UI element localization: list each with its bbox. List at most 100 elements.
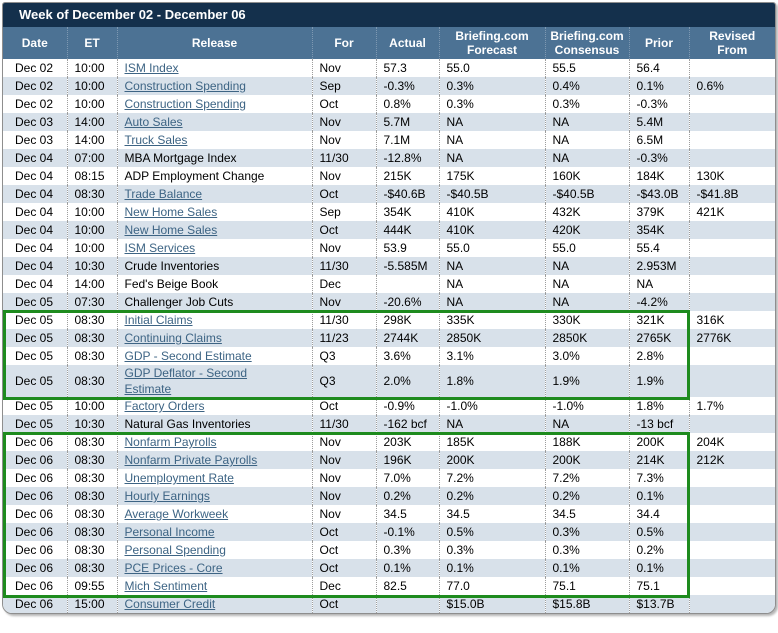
release-link[interactable]: Auto Sales (124, 115, 183, 129)
cell-release: Average Workweek (116, 505, 312, 523)
cell-date: Dec 06 (15, 542, 54, 557)
cell-actual: -12.8% (375, 149, 439, 167)
release-link[interactable]: Truck Sales (124, 133, 188, 147)
cell-forecast: 0.1% (438, 559, 545, 577)
release-link[interactable]: Factory Orders (124, 399, 205, 413)
column-header-4: Actual (375, 27, 439, 59)
calendar-grid: Date ET Release For Actual Briefing.com Forec… (3, 27, 775, 613)
cell-revised: 421K (688, 203, 775, 221)
column-header-5: Briefing.com Forecast (438, 27, 545, 59)
cell-actual: 215K (375, 167, 439, 185)
table-row: Dec 06 09:55 Mich Sentiment Dec 82.5 77.0 75.1… (3, 577, 775, 595)
release-link[interactable]: ISM Index (124, 61, 179, 75)
cell-et: 10:30 (66, 257, 117, 275)
table-row: Dec 06 08:30 PCE Prices - Core Oct 0.1% 0.1% 0… (3, 559, 775, 577)
cell-revised: 2776K (688, 329, 775, 347)
release-link[interactable]: Nonfarm Private Payrolls (124, 453, 258, 467)
cell-revised (688, 131, 775, 149)
cell-consensus: NA (544, 131, 629, 149)
cell-actual: -0.1% (375, 523, 439, 541)
release-link[interactable]: Personal Income (124, 525, 215, 539)
table-row: Dec 02 10:00 Construction Spending Sep -0.3%… (3, 77, 775, 95)
cell-consensus: NA (544, 293, 629, 311)
cell-for: Q3 (311, 347, 376, 365)
cell-consensus: $15.8B (544, 595, 629, 613)
cell-for: 11/30 (311, 149, 376, 167)
cell-prior: 1.9% (628, 365, 689, 397)
cell-for: Oct (311, 95, 376, 113)
cell-et: 08:30 (66, 311, 117, 329)
cell-actual: 298K (375, 311, 439, 329)
release-link[interactable]: Average Workweek (124, 507, 229, 521)
cell-for: Oct (311, 397, 376, 415)
cell-forecast: 7.2% (438, 469, 545, 487)
cell-prior: 2765K (628, 329, 689, 347)
release-link[interactable]: Mich Sentiment (124, 579, 208, 593)
release-link[interactable]: Trade Balance (124, 187, 203, 201)
cell-actual: 53.9 (375, 239, 439, 257)
cell-actual: 7.1M (375, 131, 439, 149)
cell-date: Dec 03 (15, 132, 54, 147)
release-link[interactable]: Continuing Claims (124, 331, 222, 345)
cell-forecast: 410K (438, 221, 545, 239)
cell-date: Dec 05 (15, 330, 54, 345)
release-link[interactable]: Initial Claims (124, 313, 193, 327)
cell-consensus: 0.4% (544, 77, 629, 95)
cell-forecast: NA (438, 131, 545, 149)
cell-et: 08:30 (66, 541, 117, 559)
release-link[interactable]: Nonfarm Payrolls (124, 435, 217, 449)
cell-consensus: 432K (544, 203, 629, 221)
cell-actual: 2744K (375, 329, 439, 347)
cell-consensus: 420K (544, 221, 629, 239)
cell-actual: 0.2% (375, 487, 439, 505)
release-link[interactable]: New Home Sales (124, 205, 218, 219)
release-link[interactable]: PCE Prices - Core (124, 561, 223, 575)
release-link[interactable]: Hourly Earnings (124, 489, 210, 503)
cell-forecast: NA (438, 275, 545, 293)
cell-actual: 203K (375, 433, 439, 451)
cell-date: Dec 06 (15, 488, 54, 503)
cell-et: 08:30 (66, 185, 117, 203)
cell-forecast: -1.0% (438, 397, 545, 415)
cell-et: 08:30 (66, 433, 117, 451)
release-link[interactable]: New Home Sales (124, 223, 218, 237)
table-row: Dec 05 10:00 Factory Orders Oct -0.9% -1.0% -1… (3, 397, 775, 415)
release-link[interactable]: GDP Deflator - Second Estimate (124, 366, 248, 396)
release-name: ADP Employment Change (124, 168, 265, 183)
column-header-8: Revised From (688, 27, 775, 59)
release-link[interactable]: Personal Spending (124, 543, 226, 557)
release-name: Challenger Job Cuts (124, 294, 234, 309)
release-link[interactable]: ISM Services (124, 241, 196, 255)
table-row: Dec 05 08:30 GDP Deflator - Second Estimat… (3, 365, 775, 397)
cell-release: Crude Inventories (116, 257, 312, 275)
cell-date: Dec 04 (15, 240, 54, 255)
cell-et: 08:30 (66, 469, 117, 487)
cell-date: Dec 06 (15, 470, 54, 485)
release-link[interactable]: Construction Spending (124, 79, 246, 93)
table-row: Dec 06 08:30 Unemployment Rate Nov 7.0% 7.2% 7… (3, 469, 775, 487)
table-row: Dec 05 08:30 GDP - Second Estimate Q3 3.6% 3.… (3, 347, 775, 365)
cell-et: 10:00 (66, 397, 117, 415)
cell-forecast: 0.5% (438, 523, 545, 541)
cell-for: Sep (311, 203, 376, 221)
cell-release: PCE Prices - Core (116, 559, 312, 577)
cell-for: Oct (311, 559, 376, 577)
release-link[interactable]: Construction Spending (124, 97, 246, 111)
release-link[interactable]: Consumer Credit (124, 597, 216, 611)
cell-forecast: NA (438, 415, 545, 433)
cell-consensus: 1.9% (544, 365, 629, 397)
cell-et: 08:30 (66, 347, 117, 365)
release-link[interactable]: GDP - Second Estimate (124, 349, 252, 363)
cell-consensus: 7.2% (544, 469, 629, 487)
cell-forecast: 0.2% (438, 487, 545, 505)
cell-revised: 0.6% (688, 77, 775, 95)
cell-actual: 57.3 (375, 59, 439, 77)
cell-for: Oct (311, 221, 376, 239)
table-row: Dec 05 08:30 Continuing Claims 11/23 2744K 28… (3, 329, 775, 347)
cell-forecast: 335K (438, 311, 545, 329)
cell-actual (375, 275, 439, 293)
cell-consensus: 0.3% (544, 523, 629, 541)
cell-prior: 200K (628, 433, 689, 451)
release-link[interactable]: Unemployment Rate (124, 471, 234, 485)
cell-revised (688, 293, 775, 311)
